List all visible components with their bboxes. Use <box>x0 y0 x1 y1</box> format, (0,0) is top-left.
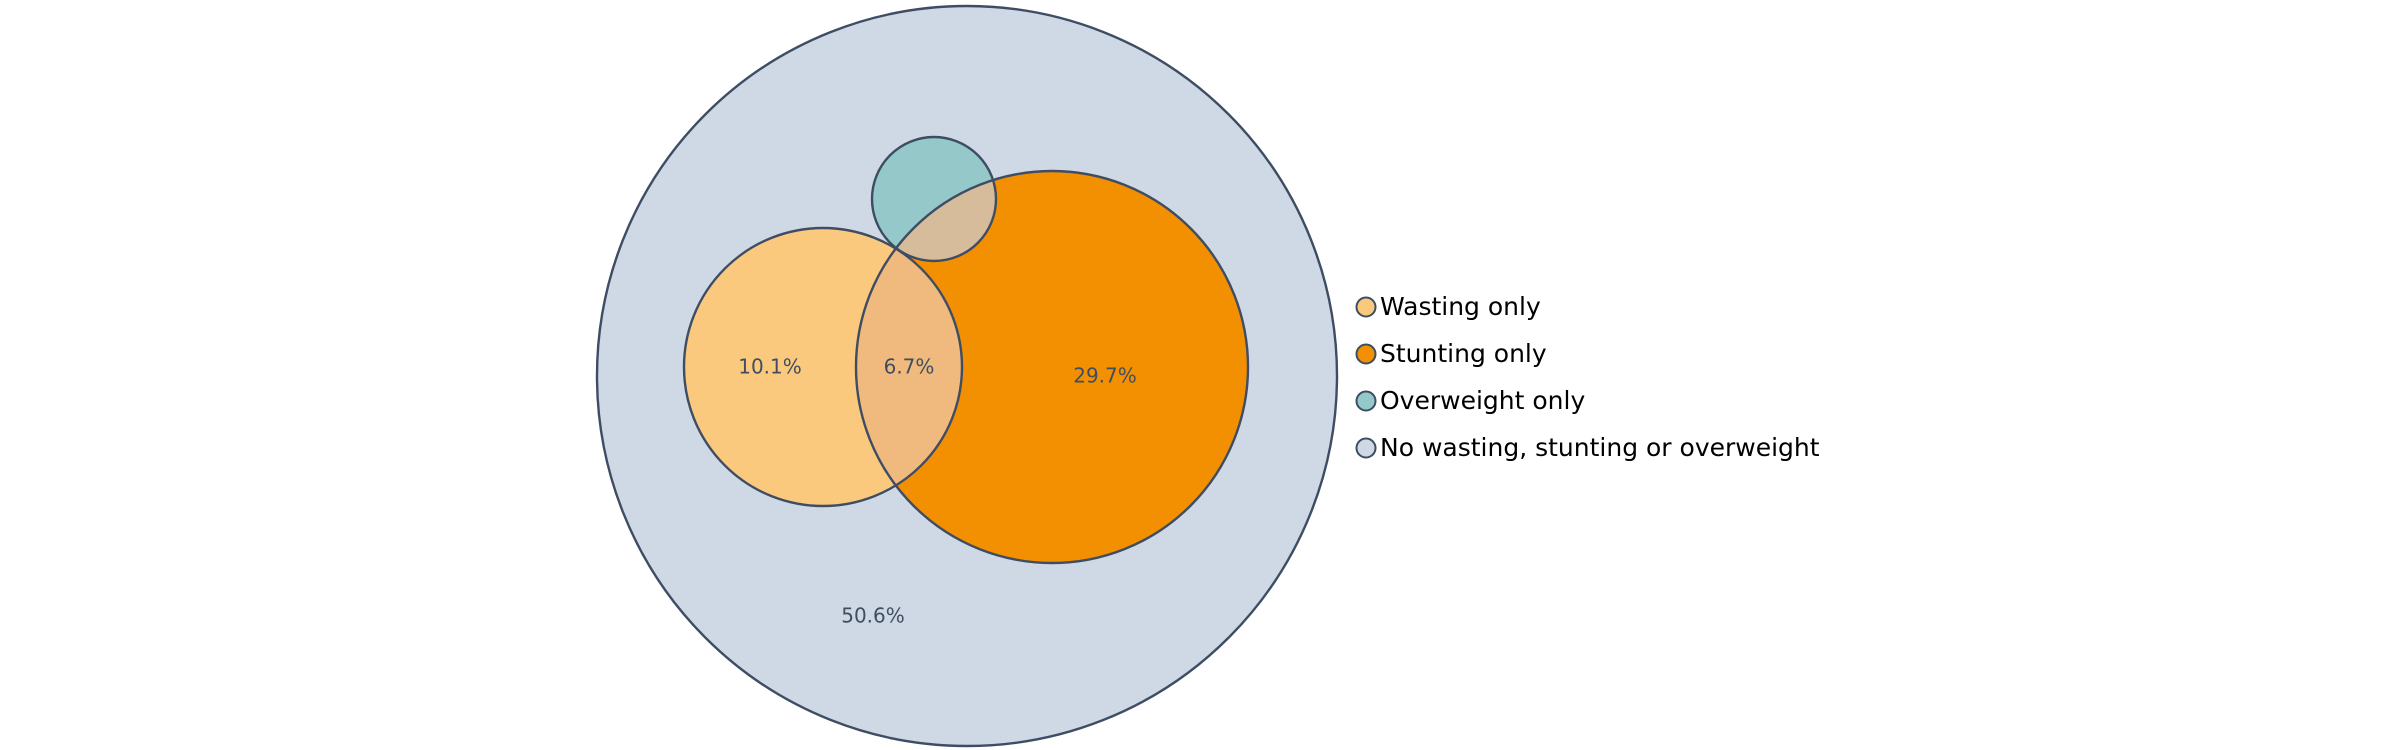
region-label-stunting: 29.7% <box>1073 364 1137 388</box>
legend: Wasting only Stunting only Overweight only… <box>1355 292 1820 462</box>
legend-item: Stunting only <box>1355 339 1547 368</box>
legend-item: Overweight only <box>1355 386 1585 415</box>
legend-label: Wasting only <box>1380 292 1541 321</box>
legend-item: Wasting only <box>1355 292 1541 321</box>
legend-marker <box>1355 343 1377 365</box>
legend-label: Overweight only <box>1380 386 1585 415</box>
legend-label: No wasting, stunting or overweight <box>1380 433 1820 462</box>
outline-wasting <box>682 226 964 508</box>
set-circle-stunting <box>856 171 1248 563</box>
region-label-wasting: 10.1% <box>738 355 802 379</box>
legend-marker <box>1355 296 1377 318</box>
set-circles <box>597 6 1337 746</box>
legend-marker <box>1355 437 1377 459</box>
outline-stunting <box>854 169 1250 565</box>
outline-outer <box>595 4 1339 748</box>
overlap-wasting-stunting <box>856 228 962 506</box>
region-label-wasting-stunting: 6.7% <box>884 355 935 379</box>
legend-marker <box>1355 390 1377 412</box>
circle-outlines <box>595 4 1339 748</box>
legend-label: Stunting only <box>1380 339 1547 368</box>
region-labels: 50.6% 10.1% 6.7% 29.7% <box>738 355 1137 628</box>
region-label-outer: 50.6% <box>841 604 905 628</box>
legend-item: No wasting, stunting or overweight <box>1355 433 1820 462</box>
outline-overweight <box>870 135 998 263</box>
